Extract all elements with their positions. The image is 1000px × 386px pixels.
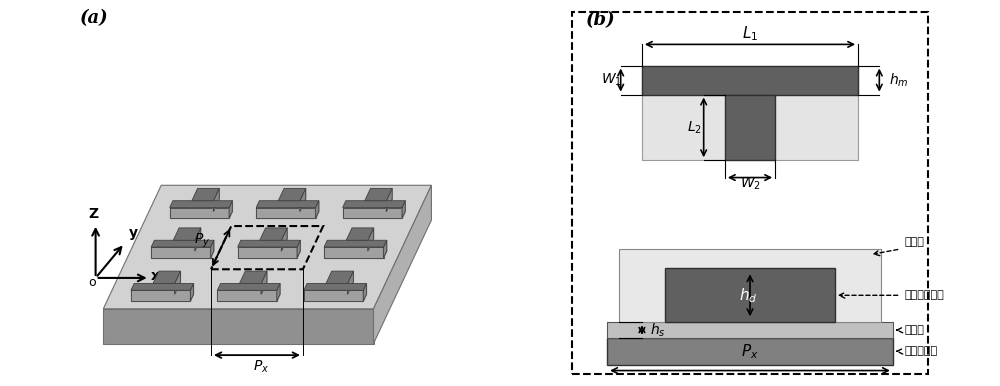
Polygon shape — [324, 247, 384, 258]
Text: $W_1$: $W_1$ — [601, 72, 622, 88]
Text: o: o — [88, 276, 96, 289]
Polygon shape — [103, 309, 374, 344]
Polygon shape — [304, 290, 363, 301]
Polygon shape — [103, 185, 431, 309]
Text: $P_x$: $P_x$ — [253, 359, 269, 375]
Polygon shape — [256, 208, 316, 218]
Polygon shape — [217, 290, 277, 301]
Polygon shape — [239, 271, 267, 283]
Text: $P_y$: $P_y$ — [194, 232, 210, 250]
Polygon shape — [384, 240, 387, 258]
Bar — [619, 249, 881, 322]
Text: (b): (b) — [586, 11, 616, 29]
Polygon shape — [365, 188, 392, 201]
Polygon shape — [151, 247, 211, 258]
Polygon shape — [277, 283, 280, 301]
Text: $L_1$: $L_1$ — [742, 25, 758, 43]
Polygon shape — [261, 271, 267, 294]
Bar — [607, 322, 893, 338]
Text: $L_2$: $L_2$ — [687, 119, 702, 135]
Polygon shape — [175, 271, 180, 294]
Polygon shape — [195, 228, 201, 251]
Polygon shape — [170, 208, 229, 218]
Bar — [607, 338, 893, 365]
Text: Z: Z — [89, 207, 99, 221]
Polygon shape — [211, 240, 214, 258]
Polygon shape — [217, 283, 280, 290]
Text: $h_m$: $h_m$ — [889, 71, 909, 89]
Bar — [725, 95, 775, 160]
Polygon shape — [304, 283, 366, 290]
Polygon shape — [281, 228, 287, 251]
Polygon shape — [348, 271, 353, 294]
Text: $h_s$: $h_s$ — [650, 321, 665, 339]
Polygon shape — [256, 201, 319, 208]
Text: 光刻胶微结构: 光刻胶微结构 — [904, 290, 944, 300]
Text: $h_d$: $h_d$ — [739, 286, 757, 305]
Bar — [665, 268, 835, 322]
Text: x: x — [151, 269, 160, 283]
Polygon shape — [151, 240, 214, 247]
Polygon shape — [326, 271, 353, 283]
Bar — [642, 66, 858, 160]
Polygon shape — [173, 228, 201, 240]
Polygon shape — [316, 201, 319, 218]
Polygon shape — [374, 185, 431, 344]
Polygon shape — [153, 271, 180, 283]
Polygon shape — [402, 201, 405, 218]
Text: $W_2$: $W_2$ — [740, 175, 760, 191]
Polygon shape — [213, 188, 219, 212]
Polygon shape — [368, 228, 374, 251]
Polygon shape — [278, 188, 306, 201]
Text: y: y — [128, 227, 137, 240]
Bar — [642, 66, 858, 95]
Polygon shape — [238, 240, 300, 247]
Polygon shape — [170, 201, 232, 208]
Polygon shape — [238, 247, 297, 258]
Polygon shape — [300, 188, 306, 212]
Polygon shape — [386, 188, 392, 212]
Polygon shape — [131, 283, 194, 290]
Polygon shape — [343, 208, 402, 218]
Polygon shape — [297, 240, 300, 258]
Polygon shape — [363, 283, 366, 301]
Polygon shape — [192, 188, 219, 201]
Polygon shape — [324, 240, 387, 247]
Text: 钓基底: 钓基底 — [904, 325, 924, 335]
Text: 石英玻璃片: 石英玻璃片 — [904, 346, 938, 356]
Polygon shape — [343, 201, 405, 208]
Polygon shape — [260, 228, 287, 240]
Polygon shape — [346, 228, 374, 240]
Polygon shape — [131, 290, 190, 301]
Polygon shape — [190, 283, 194, 301]
Text: 钓薄膜: 钓薄膜 — [904, 237, 924, 247]
Polygon shape — [229, 201, 232, 218]
Text: $P_x$: $P_x$ — [741, 342, 759, 361]
Text: (a): (a) — [80, 9, 109, 27]
